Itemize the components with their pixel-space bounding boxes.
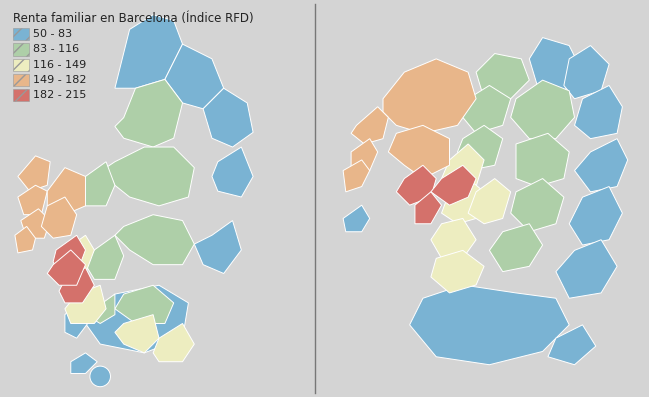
Polygon shape — [203, 88, 253, 147]
Bar — [12, 28, 29, 40]
Polygon shape — [564, 46, 609, 99]
Polygon shape — [441, 179, 484, 224]
Polygon shape — [21, 209, 50, 238]
Polygon shape — [569, 187, 622, 245]
Polygon shape — [212, 147, 253, 197]
Polygon shape — [431, 165, 476, 205]
Polygon shape — [410, 285, 569, 365]
Polygon shape — [194, 221, 241, 274]
Circle shape — [90, 366, 110, 387]
Polygon shape — [574, 139, 628, 192]
Polygon shape — [47, 250, 86, 285]
Bar — [12, 58, 29, 71]
Polygon shape — [115, 15, 182, 88]
Polygon shape — [65, 235, 94, 274]
Polygon shape — [18, 185, 47, 215]
Polygon shape — [415, 192, 441, 224]
Polygon shape — [397, 165, 436, 205]
Polygon shape — [548, 325, 596, 365]
Polygon shape — [441, 144, 484, 192]
Polygon shape — [351, 107, 388, 144]
Polygon shape — [86, 294, 115, 324]
Text: 182 - 215: 182 - 215 — [33, 90, 86, 100]
Polygon shape — [86, 235, 124, 279]
Bar — [12, 89, 29, 102]
Polygon shape — [516, 133, 569, 187]
Polygon shape — [153, 324, 194, 362]
Polygon shape — [468, 179, 511, 224]
Polygon shape — [65, 285, 106, 324]
Polygon shape — [115, 79, 182, 147]
Polygon shape — [106, 147, 194, 206]
Bar — [12, 74, 29, 86]
Polygon shape — [343, 205, 370, 232]
Text: 116 - 149: 116 - 149 — [33, 60, 86, 70]
Polygon shape — [115, 285, 174, 324]
Text: 83 - 116: 83 - 116 — [33, 44, 79, 54]
Polygon shape — [71, 353, 97, 374]
Polygon shape — [383, 59, 476, 133]
Polygon shape — [556, 240, 617, 298]
Polygon shape — [115, 215, 194, 265]
Polygon shape — [343, 160, 370, 192]
Polygon shape — [15, 226, 36, 253]
Polygon shape — [463, 85, 511, 133]
Polygon shape — [574, 85, 622, 139]
Text: 149 - 182: 149 - 182 — [33, 75, 86, 85]
Polygon shape — [431, 218, 476, 258]
Polygon shape — [165, 44, 224, 109]
Polygon shape — [351, 139, 378, 171]
Bar — [12, 43, 29, 56]
Polygon shape — [18, 156, 50, 191]
Text: Renta familiar en Barcelona (Índice RFD): Renta familiar en Barcelona (Índice RFD) — [12, 12, 253, 25]
Polygon shape — [42, 197, 77, 238]
Polygon shape — [86, 285, 188, 353]
Polygon shape — [53, 235, 86, 274]
Polygon shape — [476, 54, 530, 99]
Polygon shape — [511, 80, 574, 139]
Polygon shape — [458, 125, 503, 171]
Polygon shape — [115, 315, 159, 353]
Polygon shape — [530, 38, 583, 91]
Polygon shape — [511, 179, 564, 232]
Polygon shape — [388, 125, 450, 179]
Polygon shape — [47, 168, 86, 215]
Text: 50 - 83: 50 - 83 — [33, 29, 72, 39]
Polygon shape — [431, 251, 484, 293]
Polygon shape — [489, 224, 543, 272]
Polygon shape — [65, 303, 94, 338]
Polygon shape — [77, 162, 115, 206]
Polygon shape — [59, 268, 94, 303]
